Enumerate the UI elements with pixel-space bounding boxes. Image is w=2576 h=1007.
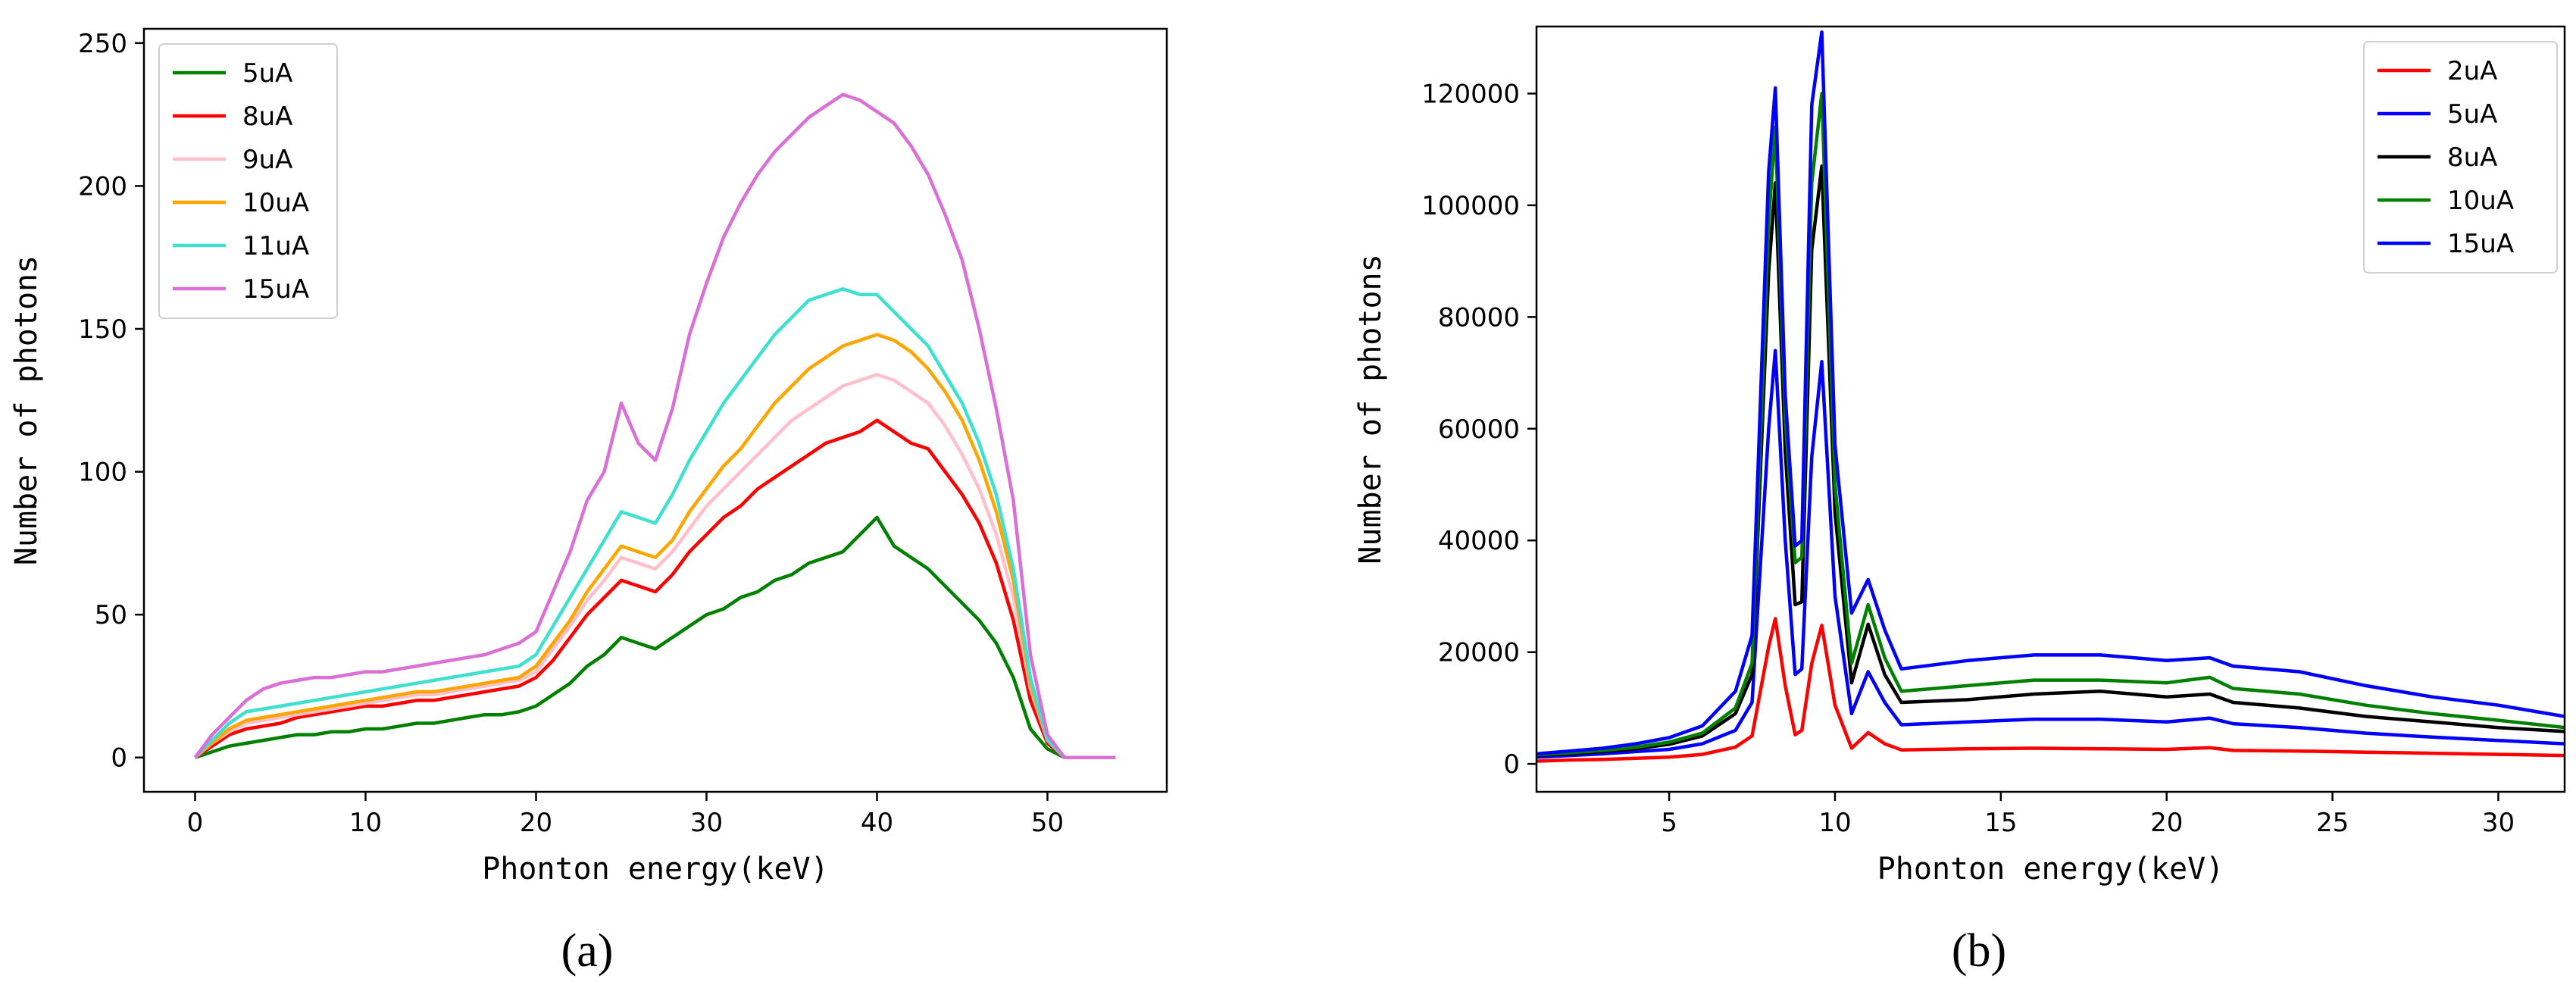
series-line-10uA bbox=[1537, 92, 2565, 757]
axes-frame bbox=[142, 27, 1168, 793]
panel-caption: (a) bbox=[561, 925, 614, 977]
legend-label-10uA: 10uA bbox=[242, 188, 309, 218]
series-line-10uA bbox=[194, 333, 1116, 759]
series-lines bbox=[193, 92, 1116, 759]
series-line-8uA bbox=[194, 418, 1116, 759]
y-tick-label: 20000 bbox=[1438, 638, 1520, 668]
legend-box bbox=[158, 43, 338, 319]
legend-label-8uA: 8uA bbox=[2447, 142, 2497, 173]
y-tick-label: 150 bbox=[78, 314, 127, 345]
legend-label-15uA: 15uA bbox=[242, 274, 309, 305]
legend-label-15uA: 15uA bbox=[2447, 229, 2514, 259]
x-tick-label: 10 bbox=[349, 808, 382, 838]
x-tick-label: 15 bbox=[1984, 808, 2017, 838]
legend-label-5uA: 5uA bbox=[2447, 99, 2497, 130]
panel-caption: (b) bbox=[1952, 925, 2006, 977]
series-line-5uA bbox=[194, 515, 1116, 759]
y-tick-label: 100 bbox=[78, 458, 127, 488]
x-tick-label: 20 bbox=[520, 808, 552, 838]
x-tick-label: 10 bbox=[1818, 808, 1851, 838]
series-line-11uA bbox=[193, 286, 1116, 759]
x-axis-label: Phonton energy(keV) bbox=[482, 852, 829, 887]
x-tick-label: 0 bbox=[187, 808, 204, 838]
legend-label-11uA: 11uA bbox=[242, 231, 309, 261]
x-tick-label: 25 bbox=[2316, 808, 2349, 838]
series-line-2uA bbox=[1537, 617, 2565, 763]
legend-label-5uA: 5uA bbox=[242, 58, 292, 89]
series-line-8uA bbox=[1537, 164, 2565, 758]
legend-label-8uA: 8uA bbox=[242, 102, 292, 132]
series-lines bbox=[1537, 30, 2565, 763]
y-axis-label: Number of photons bbox=[9, 255, 44, 565]
axes-frame bbox=[1535, 25, 2566, 793]
x-tick-label: 30 bbox=[690, 808, 723, 838]
series-line-15uA bbox=[193, 92, 1116, 759]
chart-panel-b: 5 10 15 20 25 30 0 20000 40000 60000 80000 100000 12… bbox=[1353, 25, 2566, 977]
series-line-9uA bbox=[194, 373, 1116, 759]
x-tick-label: 20 bbox=[2150, 808, 2183, 838]
y-axis-label: Number of photons bbox=[1353, 254, 1388, 564]
legend-label-10uA: 10uA bbox=[2447, 186, 2514, 216]
y-tick-label: 60000 bbox=[1438, 414, 1520, 445]
x-tick-label: 5 bbox=[1661, 808, 1677, 838]
legend-label-9uA: 9uA bbox=[242, 145, 292, 175]
y-tick-label: 50 bbox=[95, 600, 127, 630]
series-line-15uA bbox=[1537, 30, 2565, 756]
y-tick-label: 200 bbox=[78, 171, 127, 202]
y-tick-label: 40000 bbox=[1438, 526, 1520, 556]
y-tick-label: 80000 bbox=[1438, 302, 1520, 333]
legend-label-2uA: 2uA bbox=[2447, 56, 2497, 86]
x-tick-label: 30 bbox=[2482, 808, 2515, 838]
y-tick-label: 0 bbox=[111, 743, 127, 774]
y-tick-label: 0 bbox=[1503, 749, 1520, 780]
legend-box bbox=[2363, 41, 2558, 274]
x-tick-label: 50 bbox=[1031, 808, 1064, 838]
x-axis-label: Phonton energy(keV) bbox=[1877, 852, 2224, 887]
x-tick-label: 40 bbox=[861, 808, 893, 838]
y-tick-label: 120000 bbox=[1421, 79, 1520, 109]
chart-panel-a: 0 10 20 30 40 50 0 50 100 150 200 250 Phonton energy… bbox=[9, 27, 1168, 977]
y-tick-label: 100000 bbox=[1421, 191, 1520, 221]
series-line-5uA bbox=[1537, 349, 2565, 759]
y-tick-label: 250 bbox=[78, 29, 127, 59]
